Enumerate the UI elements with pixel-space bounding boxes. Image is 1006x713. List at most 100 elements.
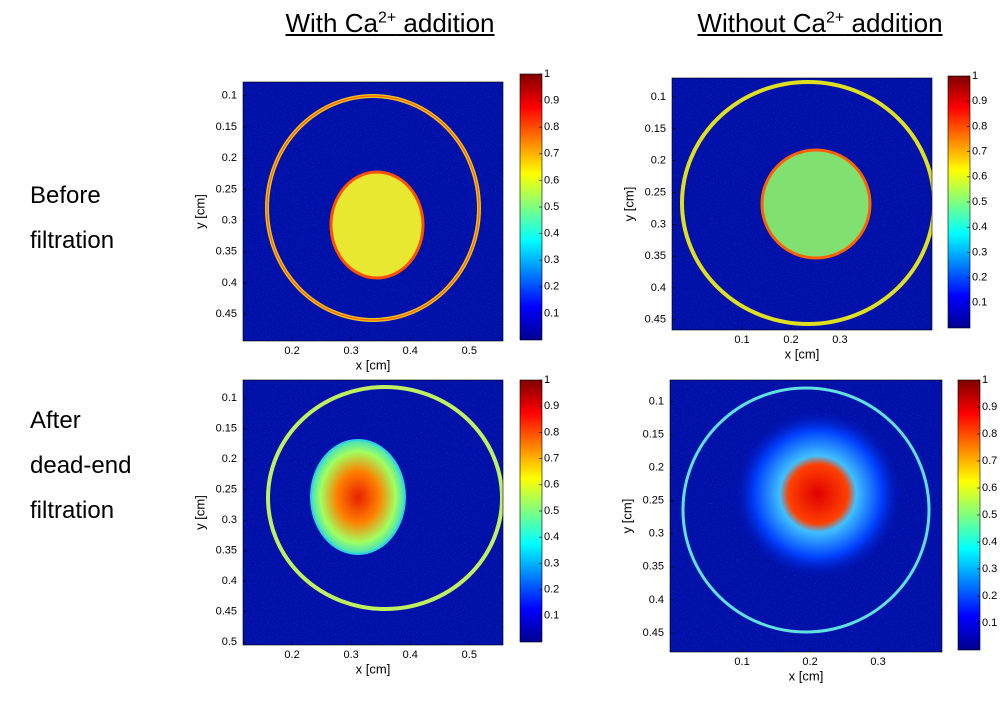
x-tick-label: 0.5 (462, 345, 477, 357)
colorbar-tick-label: 0.5 (972, 196, 987, 208)
y-tick-label: 0.45 (643, 627, 664, 639)
y-tick-label: 0.2 (222, 453, 237, 465)
ring (680, 80, 932, 326)
colorbar-tick-label: 0.5 (544, 505, 559, 517)
x-tick-label: 0.4 (403, 649, 418, 661)
y-tick-label: 0.1 (649, 396, 664, 408)
colorbar-tick-label: 0.7 (972, 146, 987, 158)
axes-frame (671, 77, 933, 331)
colorbar-tick-label: 0.7 (544, 453, 559, 465)
heatmap-image (243, 82, 503, 341)
y-tick-label: 0.1 (651, 91, 666, 103)
heatmap-image (670, 380, 942, 652)
x-axis-label: x [cm] (356, 357, 391, 372)
x-tick-label: 0.4 (403, 345, 418, 357)
ring (266, 385, 503, 611)
colorbar-tick-label: 0.1 (972, 297, 987, 309)
y-tick-label: 0.35 (645, 250, 666, 262)
colorbar-tick-label: 0.8 (544, 121, 559, 133)
title-text: With Ca (285, 8, 378, 38)
spot (310, 439, 406, 555)
y-tick-label: 0.2 (651, 155, 666, 167)
column-title: With Ca2+ addition (285, 8, 494, 39)
y-tick-label: 0.1 (222, 392, 237, 404)
colorbar-tick-label: 0.8 (982, 428, 997, 440)
y-tick-label: 0.25 (643, 495, 664, 507)
y-axis-label: y [cm] (621, 187, 636, 222)
y-tick-label: 0.35 (216, 544, 237, 556)
row-label-line: filtration (30, 497, 115, 524)
y-tick-label: 0.25 (216, 183, 237, 195)
colorbar-tick-label: 0.3 (544, 254, 559, 266)
spot (760, 148, 872, 260)
colorbar-tick-label: 0.9 (982, 401, 997, 413)
y-tick-label: 0.3 (222, 514, 237, 526)
colorbar-tick-label: 0.2 (544, 584, 559, 596)
colorbar (519, 379, 543, 643)
y-tick-label: 0.3 (651, 218, 666, 230)
title-text: addition (396, 8, 495, 38)
colorbar-tick-label: 0.2 (544, 281, 559, 293)
x-tick-label: 0.3 (832, 334, 847, 346)
x-tick-label: 0.3 (343, 345, 358, 357)
y-tick-label: 0.25 (216, 484, 237, 496)
y-axis-label: y [cm] (192, 495, 207, 530)
y-tick-label: 0.5 (222, 636, 237, 648)
colorbar-tick-label: 0.5 (544, 201, 559, 213)
colorbar-tick-label: 0.2 (982, 590, 997, 602)
colorbar-tick-label: 1 (544, 374, 550, 386)
x-tick-label: 0.2 (284, 345, 299, 357)
heatmap-image (243, 380, 503, 645)
colorbar-tick-label: 0.9 (544, 95, 559, 107)
row-label-line: After (30, 407, 81, 434)
x-tick-label: 0.1 (734, 656, 749, 668)
y-tick-label: 0.2 (222, 152, 237, 164)
colorbar (947, 75, 971, 329)
y-tick-label: 0.35 (216, 246, 237, 258)
x-tick-label: 0.1 (734, 334, 749, 346)
x-axis-label: x [cm] (785, 346, 820, 361)
y-tick-label: 0.15 (645, 123, 666, 135)
y-tick-label: 0.3 (222, 214, 237, 226)
y-tick-label: 0.45 (216, 308, 237, 320)
colorbar-tick-label: 0.4 (544, 531, 559, 543)
row-label: Before filtration (30, 173, 114, 263)
colorbar-tick-label: 0.7 (544, 148, 559, 160)
heatmap-image (672, 78, 932, 330)
y-tick-label: 0.4 (222, 277, 237, 289)
x-tick-label: 0.2 (783, 334, 798, 346)
row-label-line: Before (30, 182, 101, 209)
x-axis-label: x [cm] (789, 668, 824, 683)
colorbar-tick-label: 0.4 (982, 536, 997, 548)
y-tick-label: 0.4 (651, 282, 666, 294)
x-axis-label: x [cm] (356, 661, 391, 676)
colorbar-tick-label: 0.8 (972, 120, 987, 132)
x-tick-label: 0.3 (343, 649, 358, 661)
y-axis-label: y [cm] (192, 194, 207, 229)
y-tick-label: 0.2 (649, 462, 664, 474)
heatmap-panel: 0.2 0.3 0.4 0.5 0.1 0.15 0.2 0.25 0.3 0.35 0.4 0.45… (192, 374, 559, 677)
x-tick-label: 0.3 (870, 656, 885, 668)
heatmap-panel: 0.2 0.3 0.4 0.5 0.1 0.15 0.2 0.25 0.3 0.35 0.4 0.45… (192, 68, 559, 373)
colorbar-tick-label: 0.2 (972, 272, 987, 284)
column-title: Without Ca2+ addition (697, 8, 942, 39)
x-tick-label: 0.2 (284, 649, 299, 661)
x-tick-label: 0.5 (462, 649, 477, 661)
y-tick-label: 0.15 (643, 429, 664, 441)
colorbar-tick-label: 0.1 (982, 617, 997, 629)
colorbar-tick-label: 1 (982, 374, 988, 386)
y-tick-label: 0.35 (643, 561, 664, 573)
title-text: addition (844, 8, 943, 38)
axes-frame (242, 379, 504, 646)
ring (681, 386, 931, 634)
row-label: After dead-end filtration (30, 398, 131, 533)
y-tick-label: 0.45 (216, 605, 237, 617)
y-tick-label: 0.15 (216, 423, 237, 435)
colorbar (519, 73, 543, 341)
title-superscript: 2+ (377, 9, 397, 27)
colorbar-tick-label: 0.7 (982, 455, 997, 467)
colorbar-tick-label: 0.3 (982, 563, 997, 575)
colorbar-tick-label: 0.6 (972, 171, 987, 183)
